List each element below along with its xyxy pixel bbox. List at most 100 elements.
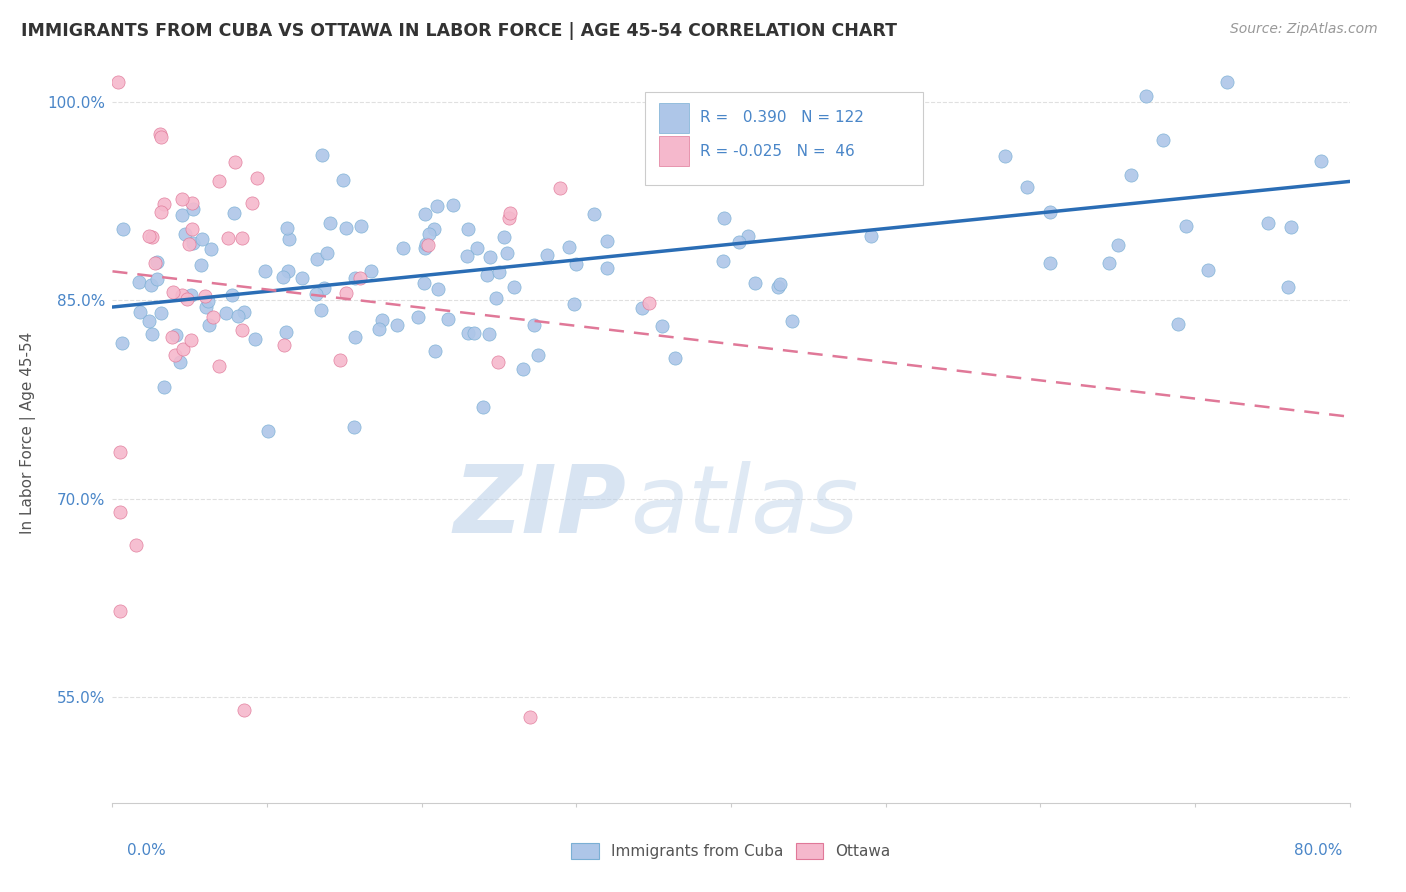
Point	[770, 157, 793, 171]
Point	[165, 348, 187, 362]
Point	[1039, 256, 1062, 270]
Point	[172, 208, 194, 222]
Point	[180, 333, 202, 347]
Point	[492, 230, 515, 244]
Point	[344, 330, 367, 344]
Point	[349, 271, 371, 285]
Point	[463, 326, 485, 340]
FancyBboxPatch shape	[659, 103, 689, 133]
Point	[526, 348, 548, 362]
Point	[273, 269, 295, 284]
Point	[343, 271, 366, 285]
Point	[128, 275, 150, 289]
Point	[329, 353, 352, 368]
Point	[713, 211, 735, 226]
Point	[173, 227, 195, 242]
Point	[1257, 216, 1279, 230]
Point	[153, 197, 176, 211]
Point	[277, 264, 299, 278]
Point	[1107, 238, 1129, 252]
Point	[638, 295, 661, 310]
Point	[562, 297, 585, 311]
Point	[368, 322, 391, 336]
Point	[512, 361, 534, 376]
Text: R =   0.390   N = 122: R = 0.390 N = 122	[700, 111, 865, 126]
Point	[558, 240, 581, 254]
Point	[582, 207, 605, 221]
Point	[172, 288, 194, 302]
Point	[111, 336, 134, 351]
Text: 0.0%: 0.0%	[127, 843, 166, 858]
Point	[112, 221, 135, 235]
Point	[149, 205, 172, 219]
Point	[875, 169, 897, 184]
Point	[335, 220, 357, 235]
Point	[311, 148, 333, 162]
Point	[457, 326, 479, 341]
Point	[197, 293, 219, 308]
Point	[1015, 180, 1038, 194]
Point	[165, 327, 187, 342]
Point	[426, 199, 449, 213]
Point	[418, 227, 440, 241]
Point	[172, 192, 194, 206]
Point	[309, 302, 332, 317]
Point	[226, 309, 249, 323]
Point	[138, 314, 160, 328]
Point	[436, 311, 458, 326]
Point	[737, 228, 759, 243]
Point	[201, 310, 224, 325]
Point	[423, 222, 446, 236]
Point	[146, 255, 169, 269]
Point	[860, 228, 883, 243]
Point	[141, 326, 163, 341]
Point	[245, 332, 267, 346]
Point	[478, 326, 501, 341]
Point	[631, 301, 654, 315]
Point	[305, 252, 328, 266]
Point	[744, 276, 766, 290]
Point	[1135, 89, 1157, 103]
Point	[418, 237, 440, 252]
Point	[208, 174, 231, 188]
Point	[502, 279, 524, 293]
Point	[231, 231, 253, 245]
Point	[766, 279, 789, 293]
Point	[423, 343, 446, 358]
Point	[1197, 263, 1219, 277]
Point	[139, 277, 162, 292]
Text: IMMIGRANTS FROM CUBA VS OTTAWA IN LABOR FORCE | AGE 45-54 CORRELATION CHART: IMMIGRANTS FROM CUBA VS OTTAWA IN LABOR …	[21, 22, 897, 40]
Point	[1279, 219, 1302, 234]
Point	[457, 222, 479, 236]
Point	[498, 211, 520, 225]
Point	[129, 304, 152, 318]
Text: 80.0%: 80.0%	[1295, 843, 1343, 858]
Point	[232, 304, 254, 318]
Point	[596, 260, 619, 275]
Point	[305, 287, 328, 301]
Point	[413, 276, 436, 290]
Point	[208, 359, 231, 373]
Point	[190, 258, 212, 272]
Point	[1039, 205, 1062, 219]
Point	[194, 300, 217, 314]
Point	[782, 314, 804, 328]
Point	[415, 236, 437, 251]
Point	[318, 217, 340, 231]
Y-axis label: In Labor Force | Age 45-54: In Labor Force | Age 45-54	[21, 332, 37, 533]
Point	[224, 155, 246, 169]
Point	[160, 330, 183, 344]
Point	[728, 235, 751, 249]
Point	[335, 285, 357, 300]
Point	[180, 222, 202, 236]
Point	[246, 170, 269, 185]
Point	[711, 254, 734, 268]
Point	[1121, 168, 1143, 182]
Point	[169, 355, 191, 369]
Point	[1310, 153, 1333, 168]
Point	[150, 130, 173, 145]
Point	[441, 198, 464, 212]
Point	[180, 288, 202, 302]
Point	[276, 220, 298, 235]
Point	[664, 351, 686, 365]
